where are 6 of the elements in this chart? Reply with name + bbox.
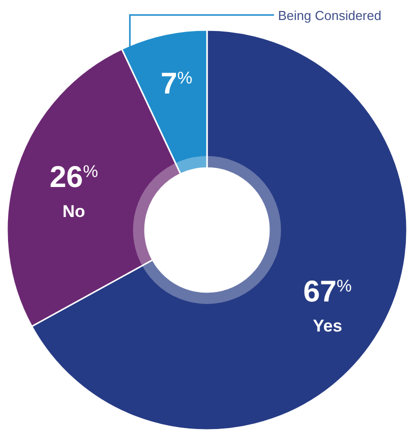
slice-label: No (62, 202, 86, 221)
slice-label: Being Considered (278, 8, 382, 23)
data-label: 67$^{%}$ (303, 275, 352, 308)
slice-label: Yes (312, 316, 342, 336)
data-label: 7$^{%}$ (160, 67, 192, 100)
data-label: 26$^{%}$ (50, 160, 98, 194)
